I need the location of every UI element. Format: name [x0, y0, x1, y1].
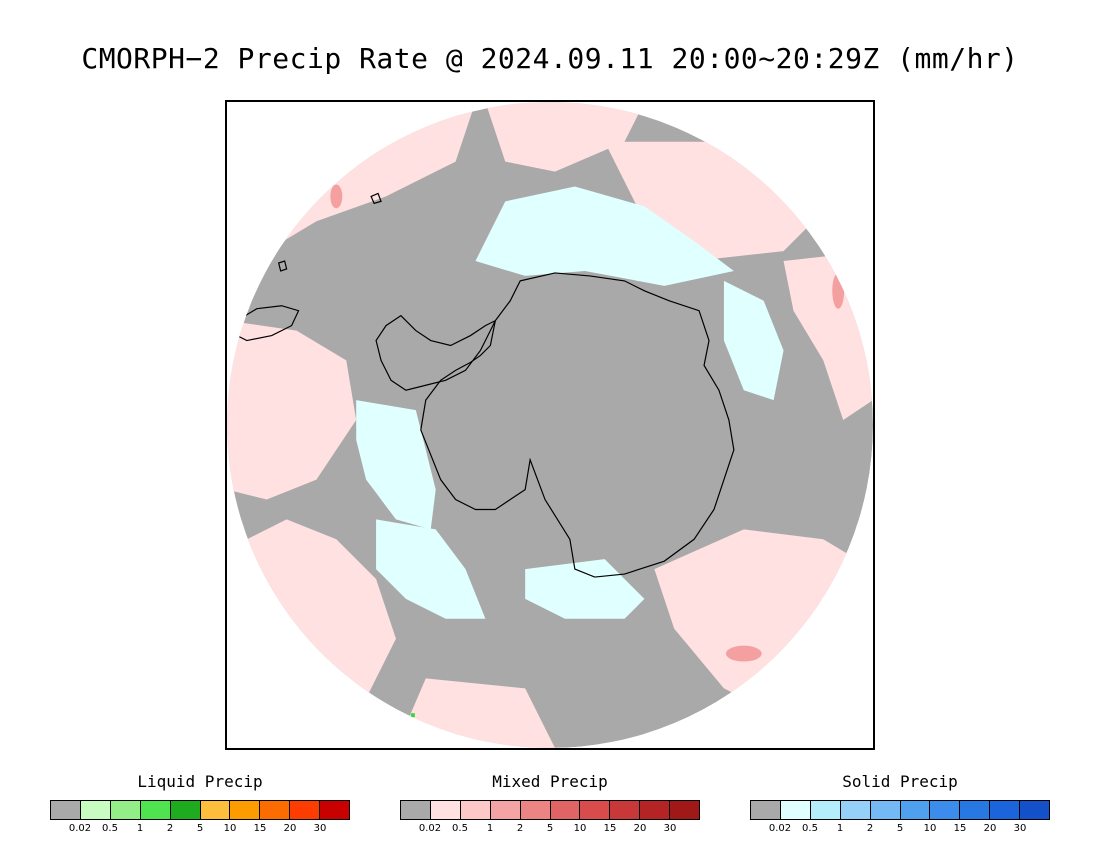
- legend-tick-label: 30: [313, 823, 327, 834]
- solid-precip-region-south: [525, 559, 645, 619]
- legend-mixed-precip: Mixed Precip 0.02 0.5 1 2 5 10 15 20 30: [400, 770, 700, 840]
- legend-swatch: [110, 801, 141, 819]
- legend-swatch: [80, 801, 111, 819]
- legend-swatch: [550, 801, 581, 819]
- legend-swatch: [930, 801, 961, 819]
- legend-tick-label: 0.5: [802, 823, 818, 834]
- legend-swatch: [580, 801, 611, 819]
- legend-tick-label: 20: [283, 823, 297, 834]
- legend-swatch: [490, 801, 521, 819]
- legend-tick-label: 30: [1013, 823, 1027, 834]
- legend-tick-label: 2: [516, 823, 524, 834]
- legend-tick-label: 15: [253, 823, 267, 834]
- legend-swatch: [900, 801, 931, 819]
- antarctic-peninsula: [375, 314, 497, 391]
- legend-tick-label: 2: [866, 823, 874, 834]
- polar-map-frame: [225, 100, 875, 750]
- legend-swatch: [1020, 801, 1050, 819]
- legend-tick-label: 10: [223, 823, 237, 834]
- legend-tick-label: 5: [196, 823, 204, 834]
- legend-swatch: [200, 801, 231, 819]
- island-outline-2: [370, 192, 382, 205]
- legend-swatch: [840, 801, 871, 819]
- mixed-precip-cell-east: [832, 272, 845, 309]
- legend-swatch: [780, 801, 811, 819]
- legend-tick-labels: 0.02 0.5 1 2 5 10 15 20 30: [750, 823, 1050, 837]
- mixed-precip-region-west: [227, 320, 357, 500]
- south-america-tip: [236, 305, 300, 342]
- south-polar-map: [227, 102, 873, 748]
- legend-swatch: [320, 801, 350, 819]
- legend-swatch: [51, 801, 81, 819]
- legend-tick-label: 2: [166, 823, 174, 834]
- legend-swatch: [670, 801, 700, 819]
- solid-precip-region-southwest: [376, 519, 486, 619]
- legend-tick-label: 5: [896, 823, 904, 834]
- legend-swatch: [290, 801, 321, 819]
- legend-swatch: [170, 801, 201, 819]
- legend-tick-label: 0.02: [768, 823, 792, 834]
- legend-swatch: [751, 801, 781, 819]
- antarctica-coastline: [420, 272, 735, 578]
- legend-swatch: [260, 801, 291, 819]
- legend-swatch: [990, 801, 1021, 819]
- solid-precip-region-west: [356, 400, 436, 530]
- legend-tick-label: 0.02: [68, 823, 92, 834]
- legend-swatch: [640, 801, 671, 819]
- solid-precip-region-north: [475, 186, 734, 286]
- legend-swatch: [230, 801, 261, 819]
- legend-tick-labels: 0.02 0.5 1 2 5 10 15 20 30: [400, 823, 700, 837]
- legend-color-bar: [750, 800, 1050, 820]
- legend-solid-precip: Solid Precip 0.02 0.5 1 2 5 10 15 20 30: [750, 770, 1050, 840]
- legend-title: Solid Precip: [842, 772, 958, 791]
- legend-tick-label: 10: [573, 823, 587, 834]
- legend-title: Liquid Precip: [137, 772, 263, 791]
- legend-tick-labels: 0.02 0.5 1 2 5 10 15 20 30: [50, 823, 350, 837]
- legend-liquid-precip: Liquid Precip 0.02 0.5 1 2 5 10 15 20 30: [50, 770, 350, 840]
- island-outline-1: [277, 260, 288, 272]
- legend-swatch: [140, 801, 171, 819]
- legend-tick-label: 0.5: [102, 823, 118, 834]
- legend-title: Mixed Precip: [492, 772, 608, 791]
- liquid-precip-spot: [410, 713, 415, 718]
- legend-tick-label: 15: [603, 823, 617, 834]
- legend-tick-label: 1: [836, 823, 844, 834]
- solid-precip-region-east: [723, 280, 784, 401]
- mixed-precip-cell-southeast: [725, 645, 762, 662]
- mixed-precip-region-north: [485, 102, 645, 172]
- legend-swatch: [810, 801, 841, 819]
- legend-swatch: [870, 801, 901, 819]
- legend-swatch: [430, 801, 461, 819]
- legend-color-bar: [50, 800, 350, 820]
- legend-swatch: [401, 801, 431, 819]
- legend-tick-label: 1: [486, 823, 494, 834]
- legend-tick-label: 0.5: [452, 823, 468, 834]
- legend-tick-label: 30: [663, 823, 677, 834]
- legend-color-bar: [400, 800, 700, 820]
- legend-swatch: [520, 801, 551, 819]
- chart-title: CMORPH−2 Precip Rate @ 2024.09.11 20:00~…: [81, 42, 1019, 75]
- legend-tick-label: 0.02: [418, 823, 442, 834]
- legend-swatch: [460, 801, 491, 819]
- legend-tick-label: 20: [633, 823, 647, 834]
- legend-tick-label: 1: [136, 823, 144, 834]
- mixed-precip-cell-northwest: [330, 184, 343, 209]
- legend-tick-label: 15: [953, 823, 967, 834]
- legend-tick-label: 5: [546, 823, 554, 834]
- legend-tick-label: 20: [983, 823, 997, 834]
- legend-swatch: [960, 801, 991, 819]
- legend-tick-label: 10: [923, 823, 937, 834]
- legend-swatch: [610, 801, 641, 819]
